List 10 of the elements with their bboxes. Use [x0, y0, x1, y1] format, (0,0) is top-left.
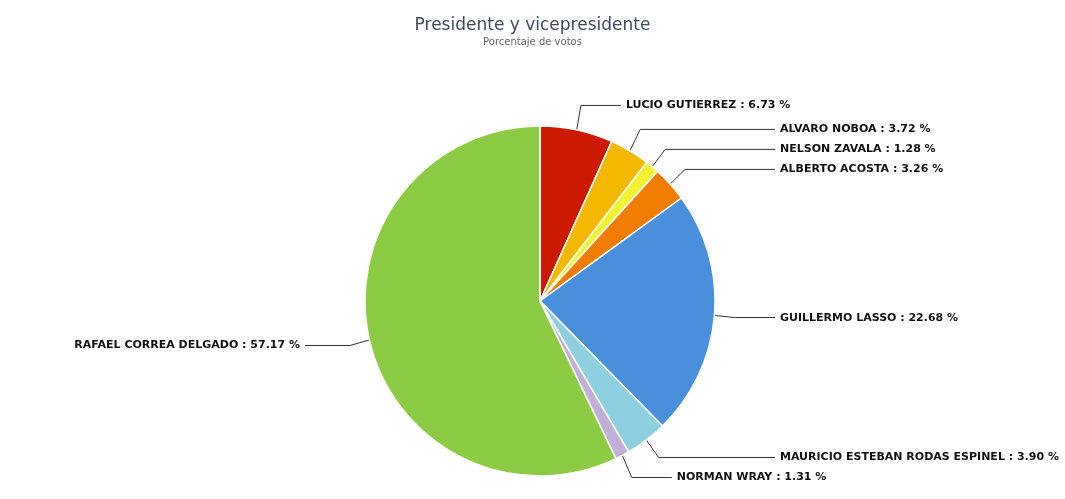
slice-label: NORMAN WRAY : 1.31 % [676, 470, 827, 484]
chart-subtitle: Porcentaje de votos [483, 36, 582, 47]
slice-label: ALVARO NOBOA : 3.72 % [780, 122, 931, 136]
slice-label: LUCIO GUTIERREZ : 6.73 % [625, 98, 791, 112]
slice-label: ALBERTO ACOSTA : 3.26 % [780, 162, 944, 176]
slice-label: RAFAEL CORREA DELGADO : 57.17 % [74, 338, 300, 352]
slice-label: MAURICIO ESTEBAN RODAS ESPINEL : 3.90 % [780, 450, 1059, 464]
slice-label: GUILLERMO LASSO : 22.68 % [780, 310, 959, 324]
slice-label: NELSON ZAVALA : 1.28 % [780, 142, 936, 156]
chart-title: Presidente y vicepresidente [414, 14, 651, 34]
